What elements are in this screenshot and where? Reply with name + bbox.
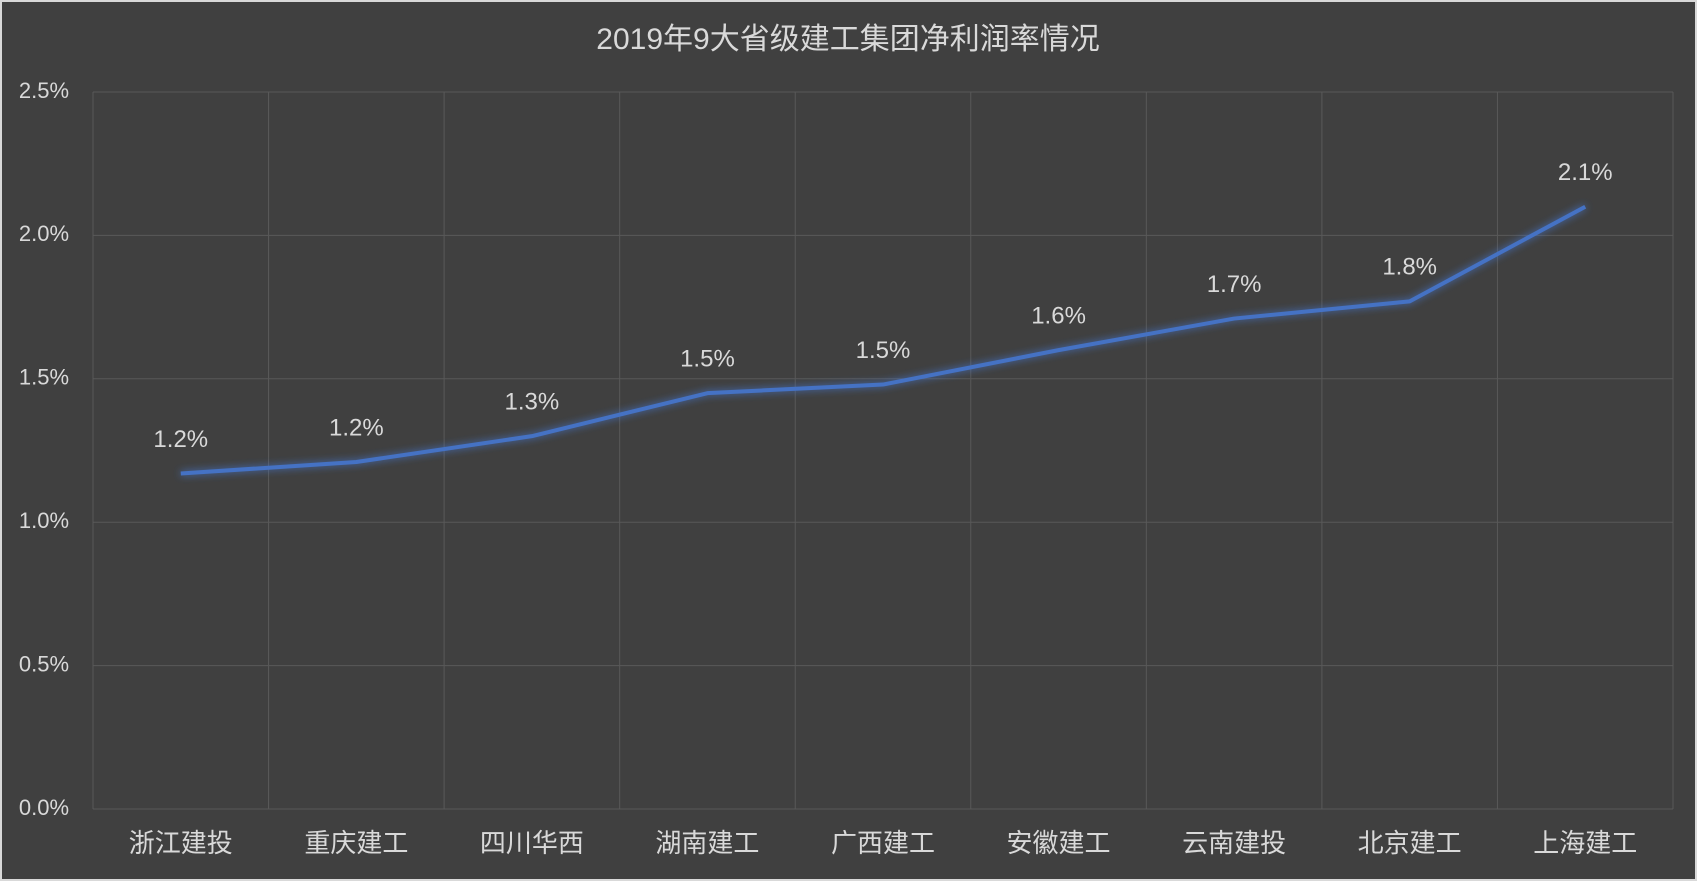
chart-title: 2019年9大省级建工集团净利润率情况 <box>596 23 1099 56</box>
x-tick-label: 云南建投 <box>1182 828 1286 858</box>
y-tick-label: 2.0% <box>19 221 69 246</box>
y-tick-label: 1.5% <box>19 365 69 390</box>
line-series <box>180 204 1587 476</box>
data-label: 1.7% <box>1207 271 1262 298</box>
data-label: 1.6% <box>1031 302 1086 329</box>
x-tick-label: 四川华西 <box>480 828 584 858</box>
y-tick-label: 0.5% <box>19 651 69 676</box>
data-label: 1.5% <box>856 337 911 364</box>
x-tick-label: 广西建工 <box>831 828 935 858</box>
y-tick-label: 0.0% <box>19 795 69 820</box>
x-tick-label: 北京建工 <box>1358 828 1462 858</box>
data-label: 1.2% <box>153 426 208 453</box>
x-tick-label: 上海建工 <box>1533 828 1637 858</box>
x-tick-label: 重庆建工 <box>304 828 408 858</box>
data-label: 1.3% <box>505 389 560 416</box>
x-tick-label: 湖南建工 <box>655 828 759 858</box>
x-tick-label: 浙江建投 <box>129 828 233 858</box>
x-tick-label: 安徽建工 <box>1007 828 1111 858</box>
data-label: 1.5% <box>680 345 735 372</box>
data-label: 1.8% <box>1382 254 1437 281</box>
data-label: 1.2% <box>329 414 384 441</box>
y-tick-label: 1.0% <box>19 508 69 533</box>
y-tick-label: 2.5% <box>19 78 69 103</box>
data-label: 2.1% <box>1558 159 1613 186</box>
